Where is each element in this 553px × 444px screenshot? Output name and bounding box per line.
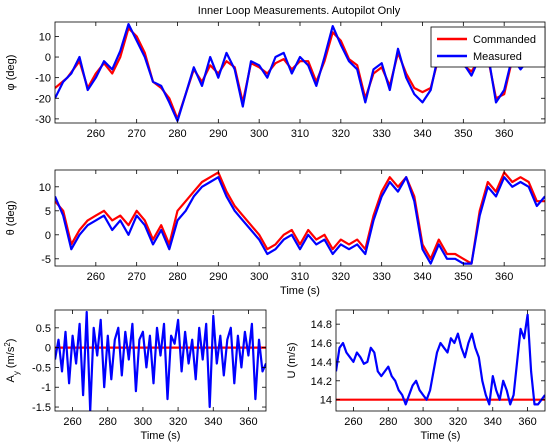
axes-frame xyxy=(335,309,546,412)
y-tick-label: -5 xyxy=(41,254,51,266)
x-tick-label: 350 xyxy=(454,271,472,283)
y-tick-label: 0 xyxy=(45,52,51,64)
lateral-accel-axes: 260 280 300 320 340 360 -1.5 -1 -0.5 0 0.5 Time (s)… xyxy=(3,309,267,442)
x-tick-label: 350 xyxy=(454,128,472,140)
axes-frame xyxy=(54,309,267,412)
series-line-commanded xyxy=(55,171,545,265)
y-tick-label: -1.5 xyxy=(32,402,51,414)
x-tick-label: 310 xyxy=(291,128,309,140)
x-tick-label: 300 xyxy=(250,271,268,283)
x-tick-label: 360 xyxy=(518,416,536,428)
x-tick-label: 280 xyxy=(99,416,117,428)
y-tick-label: 14.2 xyxy=(311,376,332,388)
x-tick-label: 310 xyxy=(291,271,309,283)
x-tick-label: 330 xyxy=(372,271,390,283)
y-tick-label: 10 xyxy=(39,31,51,43)
x-tick-label: 340 xyxy=(413,128,431,140)
y-tick-label: 5 xyxy=(45,206,51,218)
x-tick-label: 260 xyxy=(344,416,362,428)
x-tick-label: 270 xyxy=(127,128,145,140)
legend: Commanded Measured xyxy=(430,26,546,68)
x-tick-label: 330 xyxy=(372,128,390,140)
legend-box xyxy=(430,26,546,68)
x-tick-label: 360 xyxy=(239,416,257,428)
y-axis-label: θ (deg) xyxy=(5,201,17,236)
x-tick-label: 360 xyxy=(495,128,513,140)
x-tick-label: 290 xyxy=(209,271,227,283)
plot-area xyxy=(336,310,545,411)
chart-title: Inner Loop Measurements. Autopilot Only xyxy=(198,5,401,17)
y-axis-label: φ (deg) xyxy=(5,55,17,91)
x-tick-label: 260 xyxy=(87,128,105,140)
y-tick-label: 10 xyxy=(39,182,51,194)
x-tick-label: 300 xyxy=(250,128,268,140)
x-tick-label: 320 xyxy=(449,416,467,428)
x-axis-label: Time (s) xyxy=(141,430,181,442)
y-tick-label: -10 xyxy=(35,73,51,85)
y-tick-label: 0.5 xyxy=(36,323,51,335)
y-tick-label: 14.4 xyxy=(311,357,332,369)
airspeed-axes: 260 280 300 320 340 360 14 14.2 14.4 14.6 14.8 Time… xyxy=(286,309,546,442)
x-tick-label: 280 xyxy=(168,128,186,140)
x-tick-label: 320 xyxy=(169,416,187,428)
y-tick-label: -0.5 xyxy=(32,362,51,374)
x-tick-label: 300 xyxy=(414,416,432,428)
x-tick-label: 280 xyxy=(168,271,186,283)
plot-area xyxy=(55,170,545,266)
y-tick-label: -20 xyxy=(35,93,51,105)
x-axis-label: Time (s) xyxy=(421,430,461,442)
x-tick-label: 280 xyxy=(379,416,397,428)
x-tick-label: 340 xyxy=(204,416,222,428)
x-axis-label: Time (s) xyxy=(280,285,320,297)
x-tick-label: 320 xyxy=(332,128,350,140)
x-tick-label: 260 xyxy=(87,271,105,283)
legend-label-measured: Measured xyxy=(473,51,522,63)
y-axis-label: Ay (m/s2) xyxy=(3,339,21,383)
series-line-measured xyxy=(55,310,266,411)
y-tick-label: -30 xyxy=(35,114,51,126)
x-tick-label: 300 xyxy=(134,416,152,428)
y-tick-label: 0 xyxy=(45,343,51,355)
series-line-measured xyxy=(336,313,545,406)
y-axis-label: U (m/s) xyxy=(286,342,298,378)
y-tick-label: 14.8 xyxy=(311,319,332,331)
legend-label-commanded: Commanded xyxy=(473,34,536,46)
theta-axes: 260 270 280 290 300 310 320 330 340 350 360 -5 0 5 10 T… xyxy=(5,169,546,297)
x-tick-label: 290 xyxy=(209,128,227,140)
y-tick-label: 14.6 xyxy=(311,338,332,350)
x-tick-label: 340 xyxy=(484,416,502,428)
x-tick-label: 270 xyxy=(127,271,145,283)
y-tick-label: -1 xyxy=(41,382,51,394)
x-tick-label: 360 xyxy=(495,271,513,283)
x-tick-label: 340 xyxy=(413,271,431,283)
x-tick-label: 320 xyxy=(332,271,350,283)
x-tick-label: 260 xyxy=(63,416,81,428)
y-tick-label: 0 xyxy=(45,230,51,242)
y-tick-label: 14 xyxy=(320,395,332,407)
